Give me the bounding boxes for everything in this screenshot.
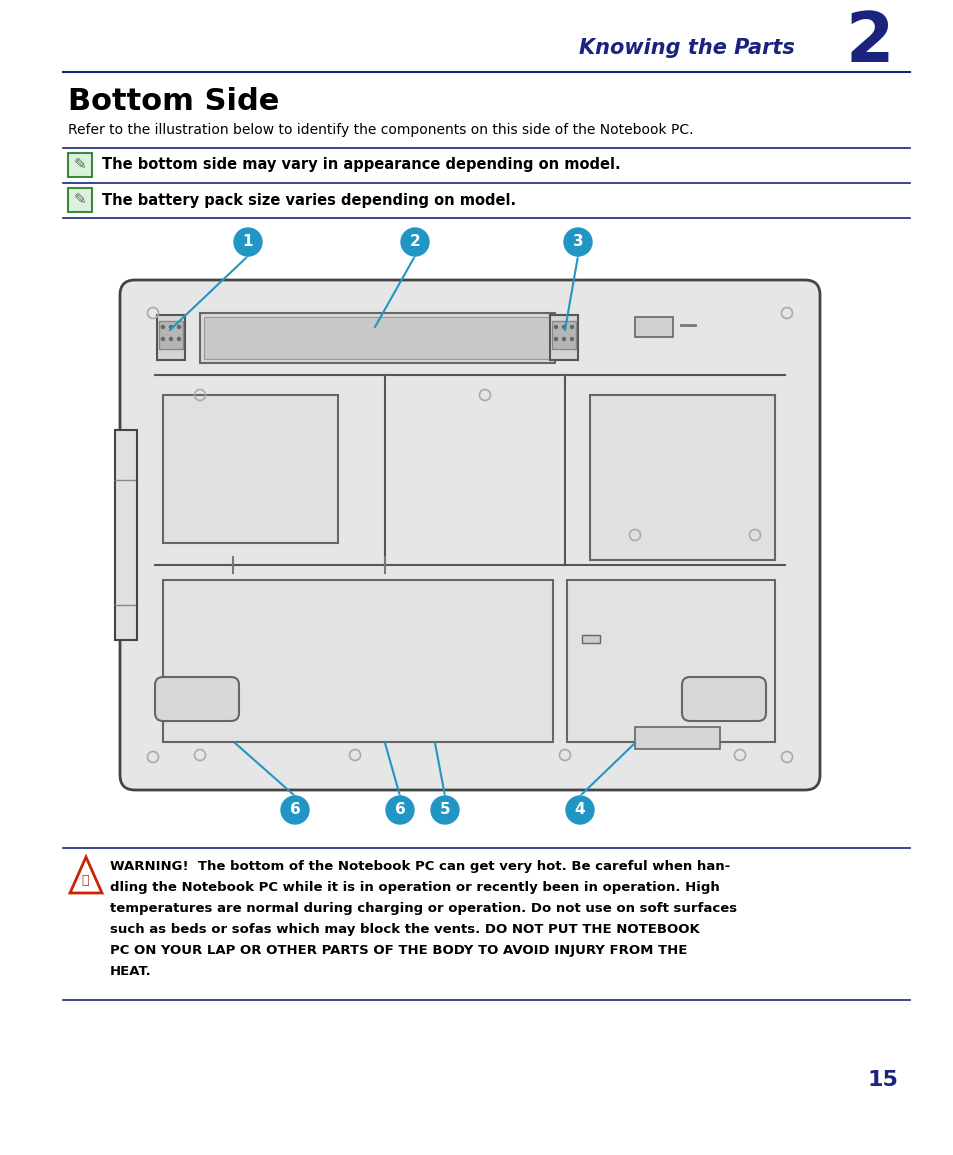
- Bar: [163, 580, 553, 742]
- Text: Bottom Side: Bottom Side: [68, 88, 279, 117]
- Circle shape: [161, 326, 164, 328]
- Bar: [159, 321, 183, 349]
- Text: 1: 1: [242, 234, 253, 249]
- Polygon shape: [70, 857, 102, 893]
- Text: dling the Notebook PC while it is in operation or recently been in operation. Hi: dling the Notebook PC while it is in ope…: [110, 881, 719, 894]
- Circle shape: [570, 326, 573, 328]
- Bar: [204, 316, 551, 359]
- Bar: [115, 430, 137, 640]
- Text: Refer to the illustration below to identify the components on this side of the N: Refer to the illustration below to ident…: [68, 122, 693, 137]
- Text: ✎: ✎: [73, 157, 87, 172]
- Circle shape: [400, 228, 429, 256]
- Bar: [157, 315, 185, 360]
- FancyBboxPatch shape: [154, 677, 239, 721]
- Circle shape: [562, 326, 565, 328]
- Text: 2: 2: [845, 9, 893, 76]
- Circle shape: [281, 796, 309, 824]
- Text: WARNING!  The bottom of the Notebook PC can get very hot. Be careful when han-: WARNING! The bottom of the Notebook PC c…: [110, 860, 729, 873]
- Circle shape: [170, 326, 172, 328]
- Circle shape: [570, 337, 573, 341]
- Text: 2: 2: [409, 234, 420, 249]
- FancyBboxPatch shape: [681, 677, 765, 721]
- Text: ✋: ✋: [81, 874, 89, 887]
- Circle shape: [554, 337, 557, 341]
- Circle shape: [554, 326, 557, 328]
- Circle shape: [233, 228, 262, 256]
- Text: 15: 15: [866, 1070, 897, 1090]
- Bar: [581, 635, 599, 643]
- Text: HEAT.: HEAT.: [110, 964, 152, 978]
- Circle shape: [565, 796, 594, 824]
- Circle shape: [177, 337, 180, 341]
- Text: The bottom side may vary in appearance depending on model.: The bottom side may vary in appearance d…: [102, 157, 620, 172]
- Bar: [163, 395, 337, 543]
- Bar: [635, 726, 720, 748]
- Circle shape: [177, 326, 180, 328]
- Circle shape: [386, 796, 414, 824]
- Circle shape: [170, 337, 172, 341]
- Bar: [550, 315, 578, 360]
- Bar: [589, 395, 774, 560]
- Bar: [566, 580, 774, 742]
- Circle shape: [562, 337, 565, 341]
- FancyBboxPatch shape: [68, 152, 91, 177]
- FancyBboxPatch shape: [120, 280, 820, 790]
- Text: PC ON YOUR LAP OR OTHER PARTS OF THE BODY TO AVOID INJURY FROM THE: PC ON YOUR LAP OR OTHER PARTS OF THE BOD…: [110, 944, 687, 957]
- Text: Knowing the Parts: Knowing the Parts: [578, 38, 794, 58]
- Text: 3: 3: [572, 234, 582, 249]
- Bar: [552, 321, 576, 349]
- Text: The battery pack size varies depending on model.: The battery pack size varies depending o…: [102, 193, 516, 208]
- Circle shape: [431, 796, 458, 824]
- Text: such as beds or sofas which may block the vents. DO NOT PUT THE NOTEBOOK: such as beds or sofas which may block th…: [110, 923, 699, 936]
- Text: 6: 6: [290, 803, 300, 818]
- Text: 6: 6: [395, 803, 405, 818]
- Circle shape: [563, 228, 592, 256]
- Text: 5: 5: [439, 803, 450, 818]
- Bar: [635, 316, 672, 337]
- FancyBboxPatch shape: [68, 188, 91, 213]
- Bar: [200, 313, 555, 363]
- Text: ✎: ✎: [73, 193, 87, 208]
- Text: 4: 4: [574, 803, 585, 818]
- Circle shape: [161, 337, 164, 341]
- Text: temperatures are normal during charging or operation. Do not use on soft surface: temperatures are normal during charging …: [110, 902, 737, 915]
